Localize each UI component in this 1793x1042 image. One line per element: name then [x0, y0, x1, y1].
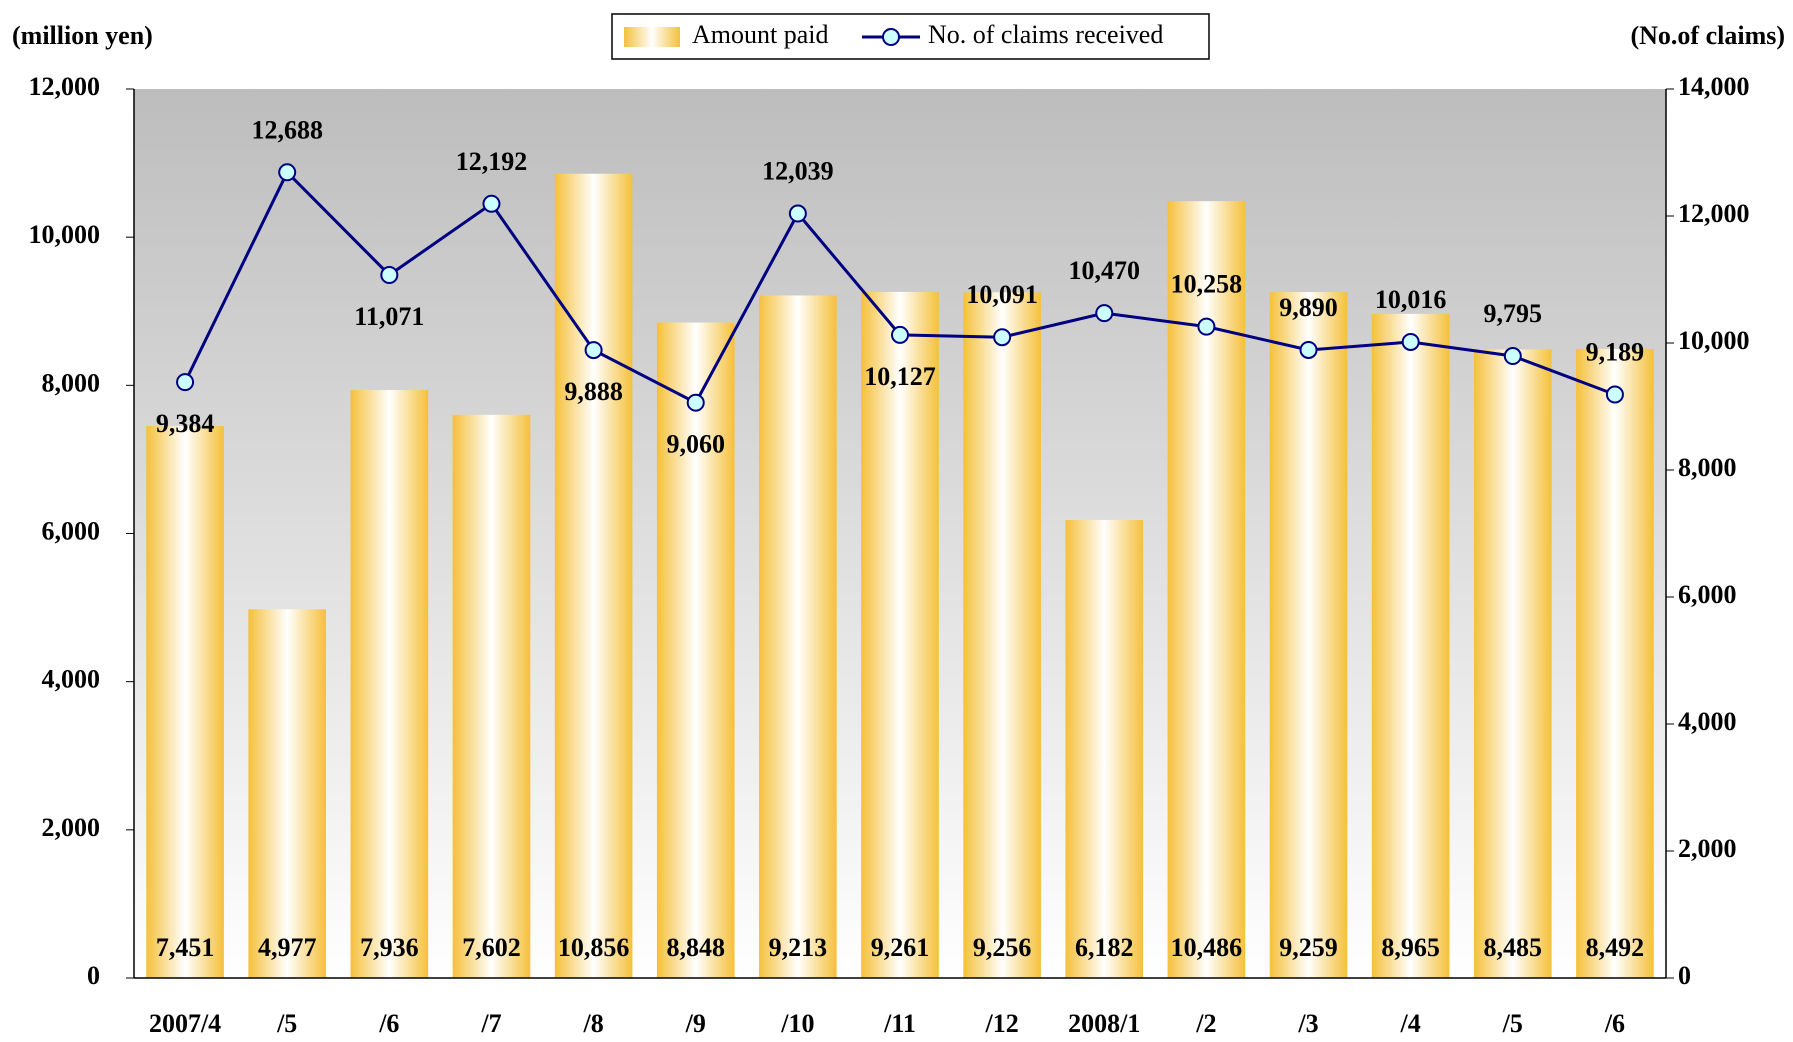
line-marker	[1299, 340, 1318, 359]
bar-value-label: 6,182	[1075, 933, 1134, 962]
line-marker	[380, 265, 399, 284]
bar	[1065, 520, 1144, 978]
y-tick-label: 10,000	[29, 220, 101, 249]
x-tick-label: /11	[883, 1009, 916, 1038]
bar	[1269, 292, 1348, 979]
line-marker	[1503, 347, 1522, 366]
bar	[350, 390, 429, 978]
line-value-label: 9,888	[564, 377, 623, 406]
y2-tick-label: 8,000	[1678, 453, 1737, 482]
line-value-label: 12,039	[762, 156, 834, 185]
x-tick-label: /9	[685, 1009, 706, 1038]
legend: Amount paid No. of claims received	[611, 13, 1210, 60]
bar	[759, 295, 837, 979]
bar-value-label: 7,602	[462, 933, 521, 962]
x-tick-label: /2	[1195, 1009, 1216, 1038]
line-marker	[584, 341, 603, 360]
bar	[1576, 348, 1654, 978]
line-value-label: 9,384	[156, 409, 215, 438]
y-tick-label: 2,000	[42, 813, 101, 842]
bar	[554, 173, 633, 978]
x-tick-label: /10	[780, 1009, 814, 1038]
x-tick-label: /6	[378, 1009, 399, 1038]
line-value-label: 9,060	[666, 430, 725, 459]
line-value-label: 9,890	[1279, 293, 1338, 322]
line-value-label: 9,795	[1484, 299, 1543, 328]
y-tick-label: 0	[87, 961, 100, 990]
line-marker	[1095, 304, 1114, 323]
y-tick-label: 4,000	[42, 665, 101, 694]
bar	[1371, 313, 1450, 979]
x-tick-label: /6	[1604, 1009, 1625, 1038]
line-marker	[891, 325, 909, 344]
bar-value-label: 7,936	[360, 933, 419, 962]
y2-tick-label: 14,000	[1678, 72, 1750, 101]
bar-value-label: 7,451	[156, 933, 215, 962]
bar-value-label: 8,485	[1484, 933, 1543, 962]
y2-tick-label: 0	[1678, 961, 1691, 990]
line-marker	[686, 393, 705, 412]
x-tick-label: /8	[582, 1009, 603, 1038]
bar	[963, 292, 1041, 978]
line-value-label: 10,016	[1375, 285, 1447, 314]
y-tick-label: 8,000	[42, 368, 101, 397]
line-marker	[278, 163, 297, 182]
bar	[656, 322, 735, 978]
bar-value-label: 9,213	[769, 933, 828, 962]
bar-value-label: 4,977	[258, 933, 317, 962]
bar	[452, 414, 531, 979]
legend-marker	[882, 28, 900, 46]
line-value-label: 9,189	[1586, 337, 1645, 366]
legend-label: No. of claims received	[928, 20, 1163, 49]
bar-value-label: 10,856	[558, 933, 630, 962]
y2-axis-label: (No.of claims)	[1630, 21, 1785, 50]
line-value-label: 10,127	[864, 362, 936, 391]
x-tick-label: 2008/1	[1068, 1009, 1140, 1038]
line-marker	[1401, 332, 1420, 351]
y2-tick-label: 12,000	[1678, 199, 1750, 228]
line-value-label: 10,258	[1171, 270, 1243, 299]
x-tick-label: /4	[1400, 1009, 1421, 1038]
legend-label: Amount paid	[692, 20, 829, 49]
bar	[861, 291, 939, 978]
line-value-label: 11,071	[354, 302, 424, 331]
line-value-label: 12,688	[251, 115, 323, 144]
x-tick-label: /7	[480, 1009, 501, 1038]
y-tick-label: 6,000	[42, 516, 101, 545]
x-tick-label: /12	[985, 1009, 1019, 1038]
line-marker	[176, 373, 195, 392]
y2-tick-label: 2,000	[1678, 834, 1737, 863]
bar-value-label: 10,486	[1171, 933, 1243, 962]
bar-value-label: 8,848	[666, 933, 725, 962]
bar	[146, 426, 224, 978]
line-value-label: 10,091	[966, 280, 1038, 309]
bar-value-label: 9,256	[973, 933, 1032, 962]
line-marker	[1605, 385, 1624, 404]
bar-value-label: 8,965	[1381, 933, 1440, 962]
bar	[248, 609, 327, 978]
y-axis-label: (million yen)	[12, 21, 153, 50]
x-tick-label: /3	[1297, 1009, 1318, 1038]
y2-tick-label: 4,000	[1678, 707, 1737, 736]
line-marker	[993, 328, 1012, 347]
bar-value-label: 9,259	[1279, 933, 1338, 962]
y-tick-label: 12,000	[29, 72, 101, 101]
y2-tick-label: 10,000	[1678, 326, 1750, 355]
y2-tick-label: 6,000	[1678, 580, 1737, 609]
bar-value-label: 8,492	[1586, 933, 1645, 962]
line-marker	[482, 194, 501, 213]
line-value-label: 12,192	[456, 147, 528, 176]
bar-value-label: 9,261	[871, 933, 930, 962]
line-marker	[1197, 317, 1216, 336]
line-marker	[788, 204, 807, 223]
bar	[1473, 349, 1552, 978]
x-tick-label: /5	[1502, 1009, 1523, 1038]
legend-swatch	[624, 27, 680, 47]
x-tick-label: /5	[276, 1009, 297, 1038]
line-value-label: 10,470	[1069, 256, 1141, 285]
x-tick-label: 2007/4	[149, 1009, 221, 1038]
